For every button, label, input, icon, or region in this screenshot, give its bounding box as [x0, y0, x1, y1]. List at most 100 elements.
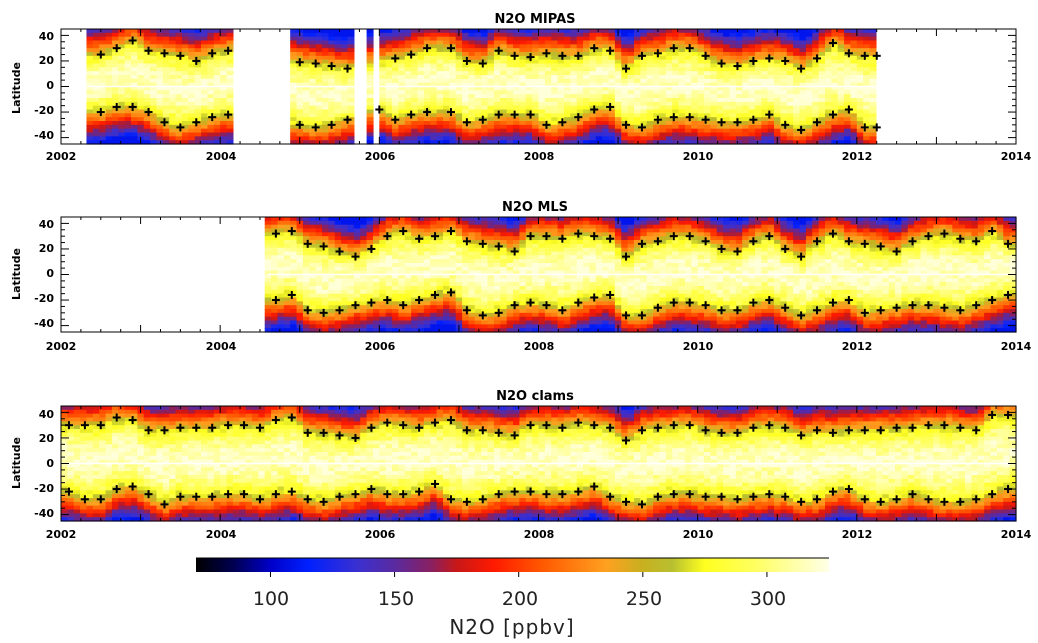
heat-cell	[818, 40, 826, 45]
heat-cell	[404, 263, 412, 268]
heat-cell	[525, 224, 533, 230]
heat-cell	[411, 286, 419, 291]
heat-cell	[468, 32, 476, 38]
heat-cell	[417, 274, 425, 279]
heat-cell	[315, 274, 323, 279]
heat-cell	[443, 259, 450, 264]
heat-cell	[302, 259, 310, 264]
heat-cell	[678, 90, 686, 95]
heat-cell	[353, 289, 361, 295]
heat-cell	[271, 312, 279, 318]
heat-cell	[850, 67, 858, 72]
heat-cell	[735, 101, 743, 107]
heat-cell	[392, 52, 400, 57]
heat-cell	[404, 297, 412, 302]
heat-cell	[462, 67, 470, 72]
heat-cell	[398, 263, 406, 268]
heat-cell	[379, 101, 387, 107]
heat-cell	[767, 136, 775, 141]
marker-south	[860, 123, 869, 132]
heat-cell	[551, 32, 559, 38]
heat-cell	[468, 90, 476, 95]
heat-cell	[697, 105, 705, 111]
heat-cell	[767, 140, 775, 145]
heat-cell	[449, 278, 457, 283]
heat-cell	[818, 44, 826, 49]
heat-cell	[563, 140, 571, 145]
heat-cell	[309, 67, 317, 72]
heat-cell	[86, 59, 94, 65]
heat-cell	[328, 255, 336, 260]
heat-cell	[640, 121, 648, 126]
heat-cell	[443, 113, 450, 118]
heat-cell	[213, 78, 221, 84]
heat-cell	[392, 316, 400, 322]
heat-cell	[322, 44, 329, 49]
heat-cell	[869, 36, 877, 42]
marker-north	[637, 51, 646, 60]
heat-cell	[704, 121, 711, 126]
heat-cell	[589, 105, 597, 111]
heat-cell	[856, 113, 864, 118]
heat-cell	[525, 220, 533, 226]
heat-cell	[360, 312, 368, 318]
heat-cell	[672, 132, 680, 137]
heat-cell	[837, 29, 845, 34]
heat-cell	[411, 132, 419, 137]
heat-cell	[111, 71, 119, 76]
heat-cell	[519, 29, 527, 34]
heat-cell	[309, 297, 317, 302]
heat-cell	[563, 101, 571, 107]
heat-cell	[353, 324, 361, 329]
heat-cell	[665, 140, 673, 145]
heat-cell	[844, 94, 852, 99]
marker-north	[844, 49, 853, 58]
heat-cell	[143, 36, 151, 42]
heat-cell	[544, 312, 552, 318]
heat-cell	[226, 124, 234, 130]
heat-cell	[678, 78, 686, 84]
heat-cell	[627, 90, 635, 95]
heat-cell	[309, 274, 317, 279]
heat-cell	[417, 55, 425, 61]
heat-cell	[150, 63, 158, 68]
heat-cell	[334, 305, 342, 310]
heat-cell	[474, 32, 482, 38]
heat-cell	[341, 232, 349, 237]
marker-north	[797, 64, 806, 73]
heat-cell	[468, 312, 476, 318]
heat-cell	[309, 278, 317, 283]
heat-cell	[201, 75, 209, 80]
heat-cell	[322, 59, 329, 65]
heat-cell	[493, 220, 501, 226]
heat-cell	[455, 270, 463, 276]
heat-cell	[513, 71, 520, 76]
heat-cell	[341, 289, 349, 295]
heat-cell	[366, 40, 374, 45]
heat-cell	[468, 274, 476, 279]
heat-cell	[443, 109, 450, 114]
heat-cell	[863, 136, 871, 141]
heat-cell	[86, 140, 94, 145]
heat-cell	[519, 224, 527, 230]
marker-north	[542, 49, 551, 58]
heat-cell	[710, 67, 718, 72]
heat-cell	[614, 117, 622, 122]
heat-cell	[309, 44, 317, 49]
heat-cell	[570, 90, 578, 95]
heat-cell	[837, 117, 845, 122]
heat-cell	[812, 140, 820, 145]
heat-cell	[455, 236, 463, 241]
heat-cell	[474, 255, 482, 260]
heat-cell	[404, 63, 412, 68]
heat-cell	[334, 132, 342, 137]
heat-cell	[385, 136, 393, 141]
heat-cell	[449, 243, 457, 249]
heat-cell	[283, 232, 291, 237]
heat-cell	[665, 101, 673, 107]
heat-cell	[366, 140, 374, 145]
heat-cell	[595, 136, 603, 141]
heat-cell	[774, 105, 782, 111]
heat-cell	[538, 312, 546, 318]
heat-cell	[353, 328, 361, 333]
